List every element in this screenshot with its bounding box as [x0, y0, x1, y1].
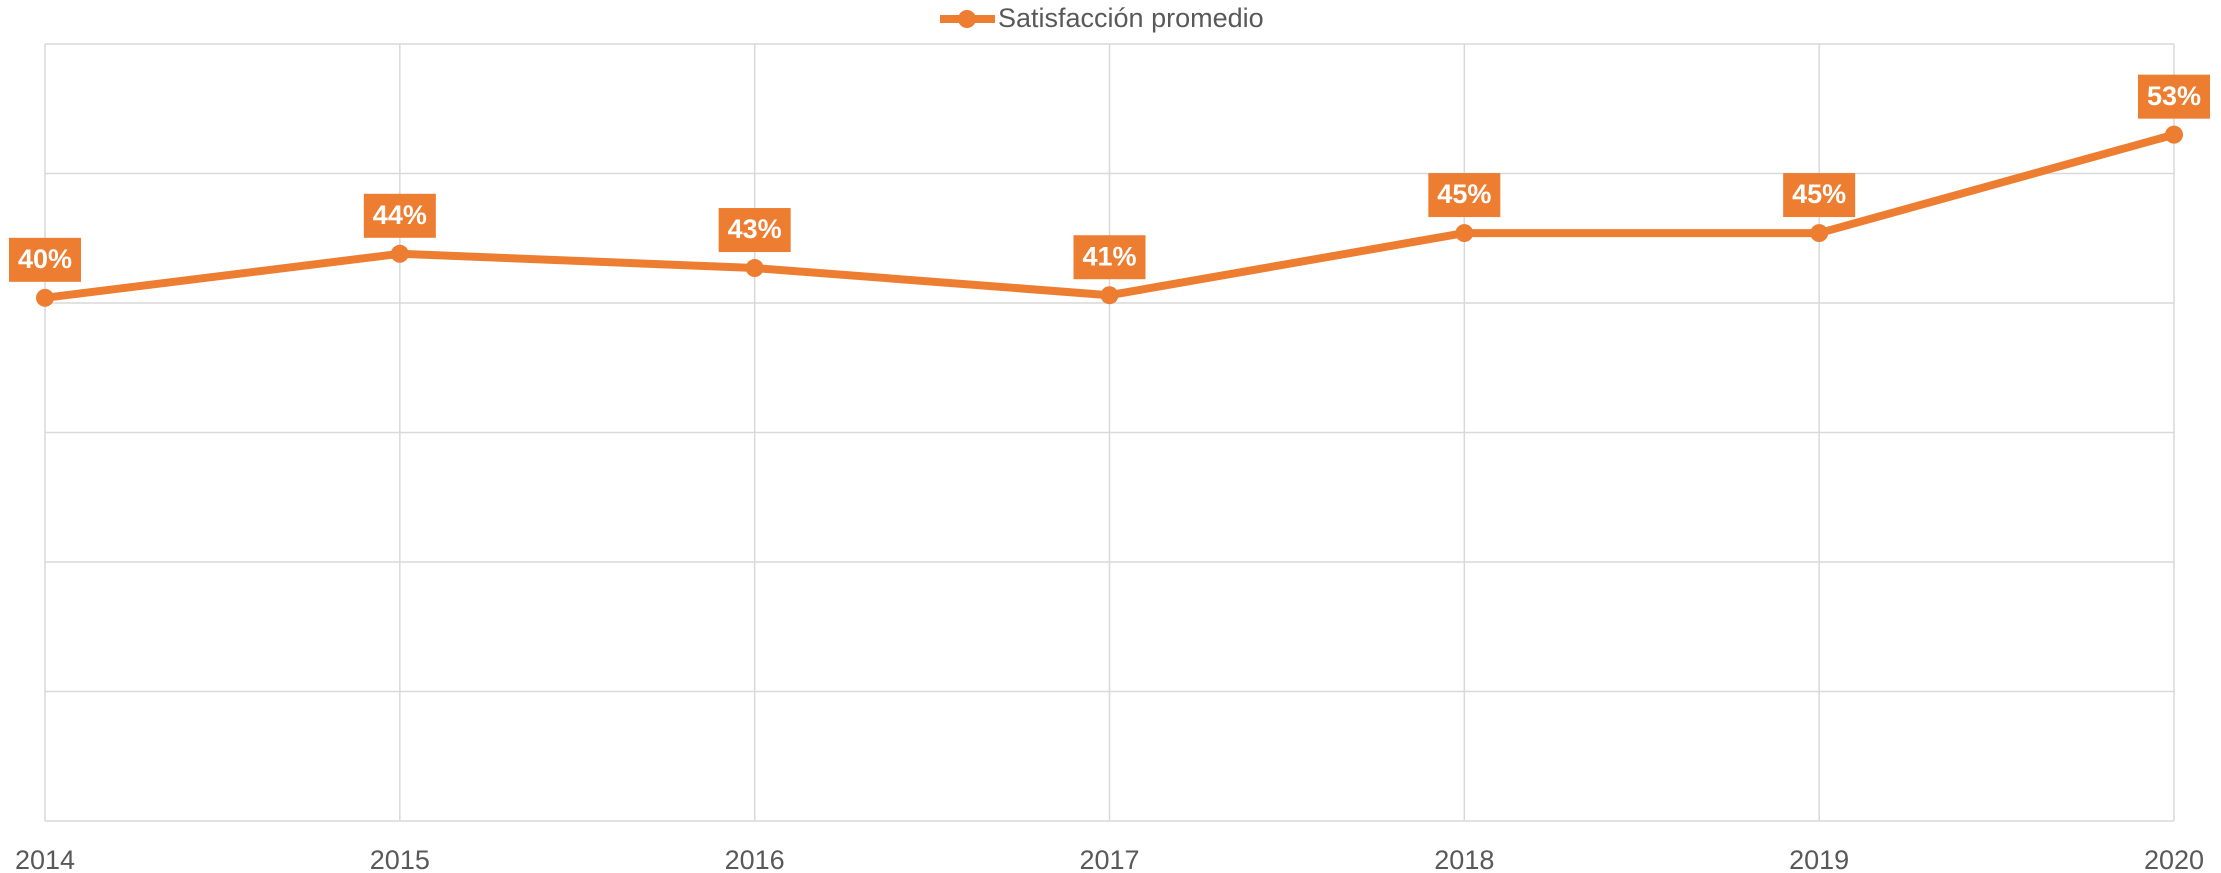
point [2165, 125, 2183, 144]
x-tick-label: 2018 [1434, 845, 1494, 873]
data-label-text: 45% [1792, 179, 1846, 209]
data-label: 43% [718, 208, 791, 253]
point [1455, 224, 1474, 243]
x-tick-label: 2020 [2144, 845, 2204, 873]
point [1100, 286, 1119, 305]
x-tick-label: 2019 [1789, 845, 1849, 873]
data-label-box [9, 237, 81, 282]
data-label: 45% [1783, 173, 1856, 218]
data-label-text: 44% [373, 200, 427, 230]
data-label-box [1783, 173, 1856, 218]
data-label: 53% [2138, 74, 2210, 119]
point [745, 259, 764, 278]
x-tick-label: 2015 [370, 845, 430, 873]
x-tick-label: 2014 [15, 845, 75, 873]
data-label-text: 45% [1437, 179, 1491, 209]
point [36, 288, 54, 307]
data-label-text: 43% [728, 214, 782, 244]
data-label-text: 53% [2147, 81, 2201, 111]
point [1810, 224, 1829, 243]
x-tick-label: 2016 [725, 845, 785, 873]
data-label-box [2138, 74, 2210, 119]
data-label-text: 41% [1082, 241, 1136, 271]
data-label-text: 40% [18, 244, 72, 274]
data-label-box [1073, 235, 1146, 280]
data-label-box [363, 193, 436, 238]
x-tick-label: 2017 [1079, 845, 1139, 873]
data-label: 41% [1073, 235, 1146, 280]
legend-label: Satisfacción promedio [998, 3, 1264, 33]
legend-marker [958, 10, 976, 28]
data-label: 45% [1428, 173, 1501, 218]
data-label: 40% [9, 237, 81, 282]
data-label-box [718, 208, 791, 253]
data-label-box [1428, 173, 1501, 218]
point [390, 244, 409, 263]
data-label: 44% [363, 193, 436, 238]
